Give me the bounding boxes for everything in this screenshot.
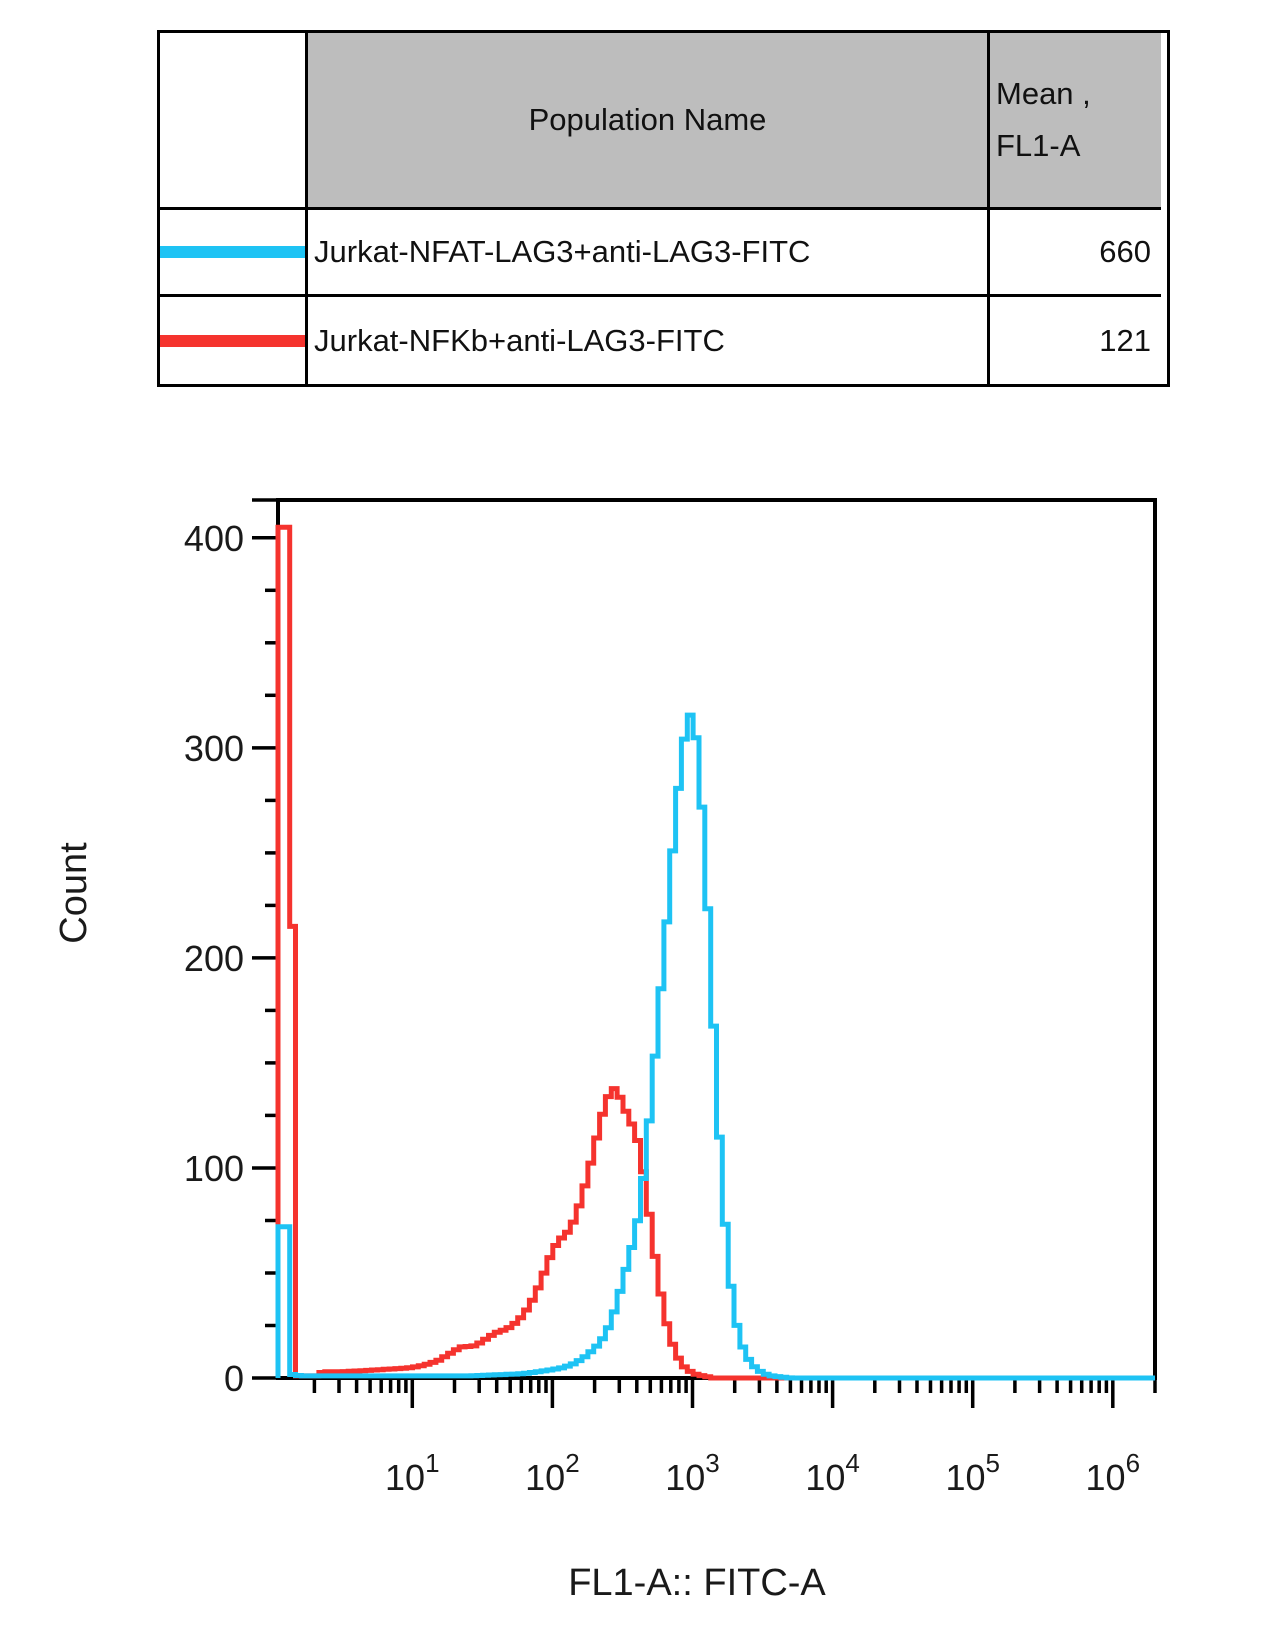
mean-value: 121 (1099, 322, 1151, 358)
series-nfkb-curve (275, 524, 1155, 1381)
population-name: Jurkat-NFAT-LAG3+anti-LAG3-FITC (314, 234, 811, 269)
x-axis-title: FL1-A:: FITC-A (568, 1562, 826, 1604)
legend-row-nfat-name: Jurkat-NFAT-LAG3+anti-LAG3-FITC (308, 210, 990, 297)
plot-frame (276, 498, 1157, 1380)
legend-row-nfkb-mean: 121 (990, 297, 1161, 384)
legend-row-nfat-swatch-cell (160, 210, 308, 297)
x-tick-label: 104 (805, 1448, 860, 1498)
legend-header-population: Population Name (308, 33, 990, 210)
y-tick-label: 0 (224, 1358, 244, 1399)
legend-header-mean: Mean , FL1-A (990, 33, 1161, 210)
legend-header-swatch-cell (160, 33, 308, 210)
x-tick-label: 105 (945, 1448, 1000, 1498)
y-tick-label: 100 (184, 1148, 244, 1189)
x-tick-label: 101 (385, 1448, 440, 1498)
y-tick-label: 200 (184, 938, 244, 979)
legend-row-nfkb-name: Jurkat-NFKb+anti-LAG3-FITC (308, 297, 990, 384)
nfkb-color-swatch (160, 334, 305, 347)
series-nfat-curve (275, 712, 1155, 1381)
mean-header-line1: Mean , (996, 76, 1091, 111)
legend-table: Population Name Mean , FL1-A Jurkat-NFAT… (157, 30, 1170, 387)
mean-value: 660 (1099, 234, 1151, 269)
y-tick-label: 300 (184, 728, 244, 769)
x-tick-labels: 101 102 103 104 105 106 (385, 1448, 1140, 1498)
population-name-header-label: Population Name (528, 102, 767, 137)
mean-header-line2: FL1-A (996, 128, 1081, 163)
nfat-color-swatch (160, 246, 305, 258)
axis-ticks (252, 498, 1157, 1408)
y-tick-label: 400 (184, 518, 244, 559)
population-name: Jurkat-NFKb+anti-LAG3-FITC (314, 322, 725, 358)
legend-row-nfat-mean: 660 (990, 210, 1161, 297)
histogram-chart: 0 100 200 300 400 101 102 103 104 105 106 Count FL1-… (53, 498, 1157, 1604)
y-axis-title: Count (53, 842, 95, 944)
legend-row-nfkb-swatch-cell (160, 297, 308, 384)
y-tick-labels: 0 100 200 300 400 (184, 518, 244, 1399)
x-tick-label: 102 (525, 1448, 580, 1498)
x-tick-label: 106 (1086, 1448, 1141, 1498)
x-tick-label: 103 (665, 1448, 720, 1498)
